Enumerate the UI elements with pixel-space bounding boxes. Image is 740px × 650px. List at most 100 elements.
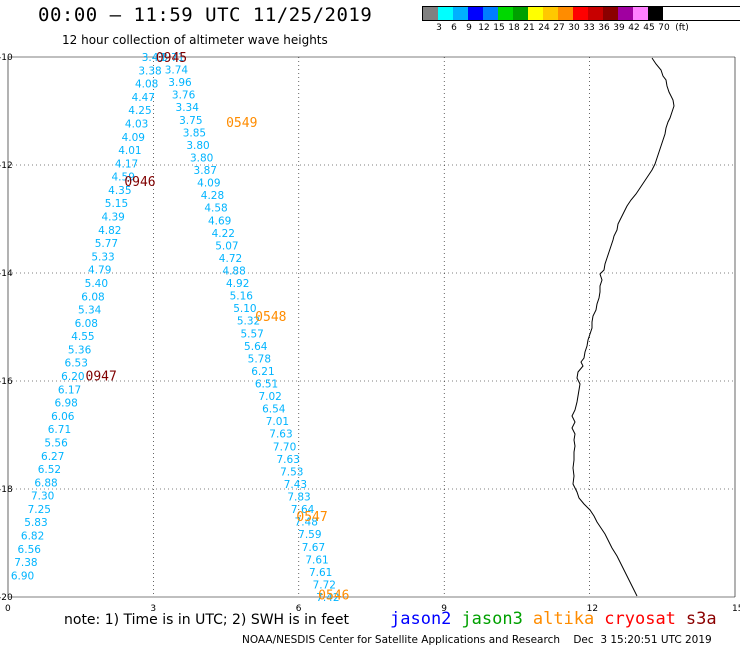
legend-label: 36 xyxy=(598,23,610,33)
wave-height-value: 5.40 xyxy=(85,278,108,290)
wave-height-value: 4.92 xyxy=(226,278,249,290)
legend-label: 30 xyxy=(568,23,580,33)
wave-height-value: 5.10 xyxy=(233,303,256,315)
y-tick-label: -20 xyxy=(0,593,13,603)
wave-height-value: 7.61 xyxy=(309,567,332,579)
wave-height-value: 4.09 xyxy=(197,178,220,190)
wave-height-value: 4.25 xyxy=(128,105,151,117)
wave-height-value: 4.01 xyxy=(118,145,141,157)
legend-swatch xyxy=(453,7,468,20)
wave-height-value: 6.21 xyxy=(251,366,274,378)
wave-height-value: 3.80 xyxy=(190,152,213,164)
wave-height-value: 5.33 xyxy=(91,251,114,263)
wave-height-value: 4.55 xyxy=(71,331,94,343)
wave-height-value: 6.17 xyxy=(58,384,81,396)
legend-swatches xyxy=(422,6,740,21)
footnote: note: 1) Time is in UTC; 2) SWH is in fe… xyxy=(64,612,350,628)
legend-label: 6 xyxy=(451,23,457,33)
legend-swatch xyxy=(603,7,618,20)
map-title: 00:00 – 11:59 UTC 11/25/2019 xyxy=(38,4,373,26)
legend-swatch xyxy=(633,7,648,20)
x-tick-label: 15 xyxy=(732,604,740,614)
pass-time-labels: 0945 0549 0946 0548 0947 0547 0546 xyxy=(86,51,350,603)
wave-height-value: 5.07 xyxy=(215,240,238,252)
pass-time-label: 0549 xyxy=(226,116,257,131)
wave-height-value: 3.34 xyxy=(176,102,200,114)
x-tick-label: 6 xyxy=(296,604,302,614)
x-tick-label: 3 xyxy=(150,604,156,614)
mission-s3a: s3a xyxy=(685,609,717,629)
legend-label: 42 xyxy=(628,23,640,33)
wave-height-value: 5.32 xyxy=(237,316,260,328)
map-grid xyxy=(7,56,736,598)
pass-time-label: 0548 xyxy=(255,310,286,325)
wave-height-value: 7.72 xyxy=(313,579,336,591)
wave-height-value: 7.30 xyxy=(31,491,54,503)
wave-height-value: 6.51 xyxy=(255,379,278,391)
legend-swatch xyxy=(498,7,513,20)
legend-label: 33 xyxy=(583,23,595,33)
pass-time-label: 0945 xyxy=(156,51,187,66)
wave-height-value: 3.87 xyxy=(194,165,217,177)
legend-label: 24 xyxy=(538,23,550,33)
wave-height-value: 6.06 xyxy=(51,411,75,423)
wave-height-value: 7.63 xyxy=(277,454,300,466)
wave-height-value: 5.15 xyxy=(105,198,128,210)
altimeter-tracks: 3.433.384.084.474.254.034.094.014.174.59… xyxy=(11,52,340,604)
axis-ticks: 0 3 6 9 12 15 -10 -12 -14 -16 -18 -20 xyxy=(0,53,740,614)
wave-height-value: 3.75 xyxy=(179,115,202,127)
wave-height-value: 3.74 xyxy=(165,65,189,77)
wave-height-value: 4.39 xyxy=(101,212,124,224)
legend-label: 9 xyxy=(466,23,472,33)
wave-height-value: 7.59 xyxy=(298,529,321,541)
wave-height-value: 3.85 xyxy=(183,127,206,139)
wave-height-value: 7.61 xyxy=(305,554,328,566)
x-tick-label: 0 xyxy=(5,604,11,614)
coastline xyxy=(571,57,675,597)
wave-height-value: 4.35 xyxy=(108,185,131,197)
wave-height-value: 5.16 xyxy=(230,291,254,303)
wave-height-value: 6.27 xyxy=(41,451,64,463)
wave-height-value: 5.34 xyxy=(78,305,102,317)
legend-swatch xyxy=(588,7,603,20)
legend-label: 12 xyxy=(478,23,490,33)
wave-height-value: 3.80 xyxy=(186,140,209,152)
wave-height-value: 7.43 xyxy=(284,479,307,491)
legend-label: 27 xyxy=(553,23,565,33)
wave-height-value: 6.08 xyxy=(81,291,104,303)
wave-height-value: 7.48 xyxy=(295,517,318,529)
wave-height-value: 6.56 xyxy=(18,544,42,556)
mission-jason2: jason2 xyxy=(390,609,452,629)
legend-label: 15 xyxy=(493,23,505,33)
wave-height-value: 4.09 xyxy=(122,132,145,144)
x-tick-label: 12 xyxy=(587,604,598,614)
wave-height-value: 4.58 xyxy=(204,203,227,215)
wave-height-value: 5.83 xyxy=(24,517,47,529)
legend-label: 45 xyxy=(643,23,655,33)
legend-swatch xyxy=(483,7,498,20)
wave-height-value: 4.88 xyxy=(222,265,245,277)
wave-height-value: 6.82 xyxy=(21,531,44,543)
wave-height-value: 5.57 xyxy=(240,328,263,340)
legend-swatch xyxy=(573,7,588,20)
wave-height-value: 7.25 xyxy=(28,504,51,516)
wave-height-value: 5.64 xyxy=(244,341,268,353)
wave-height-value: 3.96 xyxy=(168,77,192,89)
wave-height-value: 3.38 xyxy=(138,65,161,77)
wave-height-value: 4.03 xyxy=(125,118,148,130)
color-legend: 3 6 9 12 15 18 21 24 27 30 33 36 39 42 45 70 (ft) xyxy=(422,6,740,35)
mission-legend: jason2 jason3 altika cryosat s3a xyxy=(390,609,727,629)
wave-height-value: 4.59 xyxy=(112,172,135,184)
legend-swatch xyxy=(618,7,633,20)
pass-time-label: 0947 xyxy=(86,370,117,385)
legend-label: 39 xyxy=(613,23,625,33)
wave-height-value: 4.08 xyxy=(135,79,158,91)
wave-height-value: 7.83 xyxy=(287,492,310,504)
y-tick-label: -14 xyxy=(0,269,13,279)
wave-height-value: 6.98 xyxy=(54,398,77,410)
legend-labels: 3 6 9 12 15 18 21 24 27 30 33 36 39 42 45 70 (ft) xyxy=(422,21,740,35)
wave-height-value: 4.47 xyxy=(132,92,155,104)
wave-height-value: 5.77 xyxy=(95,238,118,250)
wave-height-value: 7.63 xyxy=(269,429,292,441)
